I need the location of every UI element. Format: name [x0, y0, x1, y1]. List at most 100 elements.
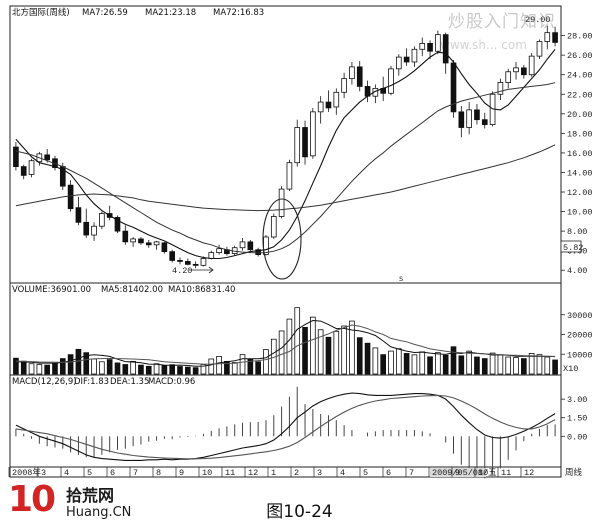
volume-bar-up — [153, 363, 160, 375]
time-period-label: 周线 — [565, 467, 583, 478]
volume-bar-down — [192, 367, 199, 375]
volume-bar-down — [106, 359, 113, 375]
volume-bar-down — [403, 353, 410, 375]
macd-tick-label: 1.50 — [567, 414, 587, 424]
volume-tick-label: 20000 — [567, 331, 593, 341]
volume-bar-up — [341, 325, 347, 375]
time-label: 4 — [64, 468, 69, 478]
volume-bar-up — [36, 364, 43, 375]
macd-axis: 0.00 1.50 3.00 — [561, 395, 587, 442]
candle-up — [216, 248, 222, 254]
volume-bar-up — [239, 354, 246, 375]
candle-up — [497, 82, 504, 95]
low-price-annotation: 4.20 — [172, 266, 192, 276]
candle-up — [466, 109, 472, 128]
volume-bar-up — [317, 329, 324, 375]
volume-bar-up — [395, 348, 402, 375]
candle-down — [481, 119, 488, 125]
time-label: 7 — [409, 468, 414, 478]
candle-down — [474, 109, 480, 121]
time-label: 1 — [271, 468, 276, 478]
candle-up — [388, 68, 394, 94]
volume-moving-averages — [15, 319, 556, 367]
volume-bar-down — [20, 360, 27, 375]
price-panel — [9, 5, 562, 284]
time-axis-labels: 2008年 3 4 5 6 7 8 9 10 11 12 1 2 3 4 5 6 7 2009/05/08/五9 10… — [8, 467, 583, 478]
volume-bar-down — [114, 362, 121, 375]
price-moving-averages — [15, 48, 556, 260]
volume-bar-down — [364, 342, 371, 375]
candle-up — [153, 241, 160, 246]
volume-tick-label: 30000 — [567, 311, 593, 321]
candle-down — [325, 101, 332, 109]
volume-bar-up — [294, 307, 301, 375]
watermark-text: 炒股入门知识 — [448, 12, 556, 32]
volume-bar-down — [356, 337, 363, 375]
volume-bar-up — [91, 358, 97, 375]
candle-down — [177, 260, 183, 262]
macd-tick-label: 0.00 — [567, 432, 587, 442]
candle-down — [145, 242, 152, 246]
candlestick-series — [13, 25, 558, 269]
volume-axis: 10000 20000 30000 — [561, 311, 593, 360]
candle-down — [442, 34, 449, 64]
candle-up — [419, 43, 426, 50]
volume-bar-up — [208, 358, 215, 375]
macd-tick-label: 3.00 — [567, 395, 587, 405]
candle-down — [75, 207, 82, 223]
marker-s: s — [399, 274, 403, 283]
price-tick-label: 22.00 — [567, 90, 593, 100]
volume-bar-up — [231, 362, 238, 375]
macd-dea-line — [15, 394, 556, 460]
candle-down — [122, 230, 129, 243]
candle-down — [13, 146, 19, 167]
volume-bar-down — [380, 354, 387, 375]
candle-up — [270, 216, 277, 238]
time-label: 12 — [248, 468, 258, 478]
price-tick-label: 26.00 — [567, 51, 593, 61]
volume-bar-down — [161, 365, 168, 375]
volume-bar-down — [145, 365, 152, 375]
candle-down — [169, 251, 176, 261]
time-label: 7 — [133, 468, 138, 478]
price-axis: 4.006.008.0010.0012.0014.0016.0018.0020.… — [561, 32, 593, 276]
price-header-label: 北方国际(周线) — [12, 7, 70, 18]
macd-panel — [9, 374, 562, 468]
macd-header-dea: DEA:1.35 — [110, 377, 149, 387]
candle-up — [278, 188, 285, 217]
volume-bar-down — [552, 359, 558, 375]
volume-bar-down — [138, 364, 144, 375]
volume-bar-up — [419, 351, 426, 375]
candle-down — [427, 43, 433, 52]
volume-bar-down — [474, 356, 480, 375]
time-label: 11 — [501, 468, 511, 478]
price-header-ma7: MA7:26.59 — [82, 8, 128, 18]
time-label: 12 — [524, 468, 534, 478]
volume-bar-up — [372, 347, 379, 375]
stock-chart: 炒股入门知识 www.sh... com 4.006.008.0010.0012… — [8, 5, 593, 479]
volume-bar-down — [13, 357, 19, 375]
volume-bar-down — [169, 364, 176, 375]
figure-caption: 图10-24 — [266, 502, 333, 522]
volume-bar-down — [44, 364, 50, 375]
volume-bar-down — [450, 346, 457, 375]
volume-bar-down — [184, 366, 191, 375]
volume-tick-label: 10000 — [567, 350, 593, 360]
volume-bar-up — [310, 316, 316, 375]
volume-bar-up — [278, 330, 285, 375]
candle-up — [317, 101, 324, 113]
candle-down — [302, 127, 308, 158]
candle-up — [505, 71, 512, 83]
low-price-arrowhead — [208, 266, 214, 274]
price-tick-label: 8.00 — [567, 227, 587, 237]
volume-bar-down — [255, 361, 261, 375]
logo-english-name: Huang.CN — [66, 505, 132, 520]
volume-bar-up — [466, 350, 472, 375]
time-label: 5 — [363, 468, 368, 478]
volume-bar-down — [521, 358, 527, 375]
time-label: 4 — [340, 468, 345, 478]
volume-bar-up — [99, 361, 105, 375]
candle-up — [294, 127, 301, 164]
time-axis-strip — [9, 466, 562, 478]
candle-up — [239, 241, 246, 249]
